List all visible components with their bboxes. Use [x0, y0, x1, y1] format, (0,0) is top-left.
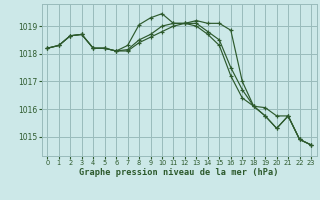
X-axis label: Graphe pression niveau de la mer (hPa): Graphe pression niveau de la mer (hPa): [79, 168, 279, 177]
